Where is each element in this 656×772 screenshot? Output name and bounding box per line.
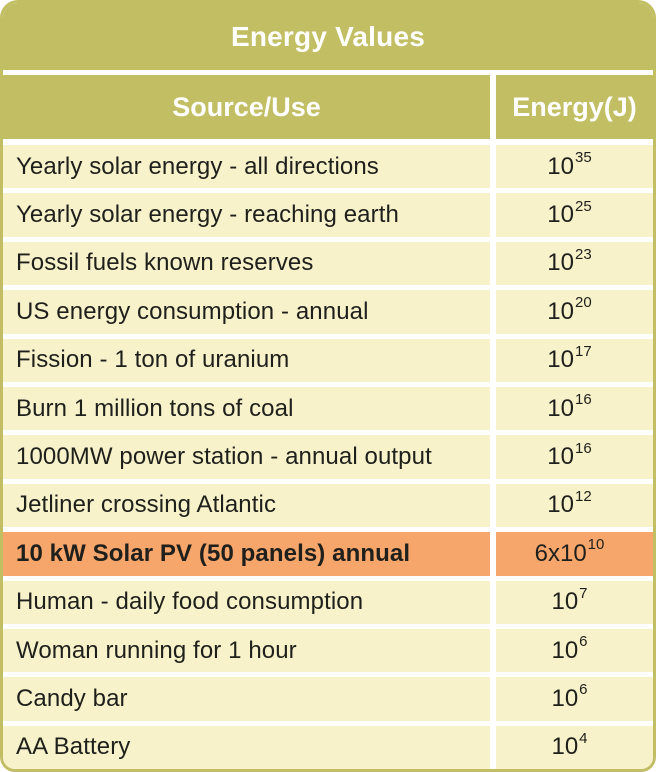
table-row: Yearly solar energy - all directions 10 3…: [3, 145, 653, 189]
exponent: 6: [579, 633, 588, 651]
table-row: US energy consumption - annual 10 20: [3, 290, 653, 334]
column-divider: [490, 338, 496, 382]
column-divider: [490, 290, 496, 334]
exponent: 7: [579, 584, 588, 602]
table-row: Yearly solar energy - reaching earth 10 2…: [3, 193, 653, 237]
source-cell: US energy consumption - annual: [3, 290, 490, 334]
energy-value-cell: 10 25: [496, 193, 653, 237]
exponent: 35: [575, 149, 592, 167]
exponent: 10: [587, 536, 605, 554]
energy-value-cell: 10 23: [496, 241, 653, 286]
table-row: Woman running for 1 hour 10 6: [3, 628, 653, 673]
column-divider: [490, 75, 496, 139]
energy-value-cell: 10 35: [496, 145, 653, 189]
exponent: 20: [575, 294, 592, 312]
table-row: Human - daily food consumption 10 7: [3, 580, 653, 624]
source-cell: Human - daily food consumption: [3, 580, 490, 624]
energy-value-cell: 10 7: [496, 580, 653, 624]
table-row: Candy bar 10 6: [3, 677, 653, 721]
table-row: 10 kW Solar PV (50 panels) annual 6x10 10: [3, 532, 653, 576]
source-cell: Fission - 1 ton of uranium: [3, 338, 490, 382]
energy-value-cell: 10 6: [496, 628, 653, 673]
column-divider: [490, 483, 496, 528]
table-title: Energy Values: [230, 20, 426, 52]
energy-value-cell: 10 12: [496, 483, 653, 528]
column-divider: [490, 725, 496, 769]
source-cell: Woman running for 1 hour: [3, 628, 490, 673]
exponent: 4: [579, 729, 588, 747]
exponent: 25: [575, 197, 592, 215]
energy-value-cell: 10 17: [496, 338, 653, 382]
energy-value-cell: 10 16: [496, 386, 653, 431]
source-cell: Fossil fuels known reserves: [3, 241, 490, 286]
table-row: Fossil fuels known reserves 10 23: [3, 241, 653, 286]
table-row: AA Battery 10 4: [3, 725, 653, 769]
column-divider: [490, 145, 496, 189]
exponent: 16: [575, 391, 592, 409]
exponent: 6: [579, 681, 588, 699]
table-row: Fission - 1 ton of uranium 10 17: [3, 338, 653, 382]
column-divider: [490, 241, 496, 286]
exponent: 12: [575, 487, 592, 505]
table-title-bar: Energy Values: [3, 3, 653, 70]
column-header-source: Source/Use: [3, 75, 490, 139]
energy-value-cell: 6x10 10: [496, 532, 653, 576]
table-row: Burn 1 million tons of coal 10 16: [3, 386, 653, 431]
exponent: 17: [575, 342, 592, 360]
column-divider: [490, 580, 496, 624]
energy-value-cell: 10 6: [496, 677, 653, 721]
source-cell: Candy bar: [3, 677, 490, 721]
table-header-row: Source/Use Energy(J): [3, 75, 653, 139]
column-divider: [490, 386, 496, 431]
exponent: 23: [575, 245, 592, 263]
column-divider: [490, 677, 496, 721]
source-cell: Yearly solar energy - all directions: [3, 145, 490, 189]
source-cell: 10 kW Solar PV (50 panels) annual: [3, 532, 490, 576]
table-body: Yearly solar energy - all directions 10 3…: [3, 139, 653, 769]
source-cell: AA Battery: [3, 725, 490, 769]
source-cell: Yearly solar energy - reaching earth: [3, 193, 490, 237]
source-cell: Jetliner crossing Atlantic: [3, 483, 490, 528]
column-divider: [490, 435, 496, 479]
source-cell: Burn 1 million tons of coal: [3, 386, 490, 431]
column-divider: [490, 628, 496, 673]
table-row: 1000MW power station - annual output 10 1…: [3, 435, 653, 479]
source-cell: 1000MW power station - annual output: [3, 435, 490, 479]
exponent: 16: [575, 439, 592, 457]
energy-value-cell: 10 4: [496, 725, 653, 769]
column-header-energy: Energy(J): [496, 75, 653, 139]
table-row: Jetliner crossing Atlantic 10 12: [3, 483, 653, 528]
column-divider: [490, 532, 496, 576]
energy-value-cell: 10 16: [496, 435, 653, 479]
energy-value-cell: 10 20: [496, 290, 653, 334]
column-divider: [490, 193, 496, 237]
